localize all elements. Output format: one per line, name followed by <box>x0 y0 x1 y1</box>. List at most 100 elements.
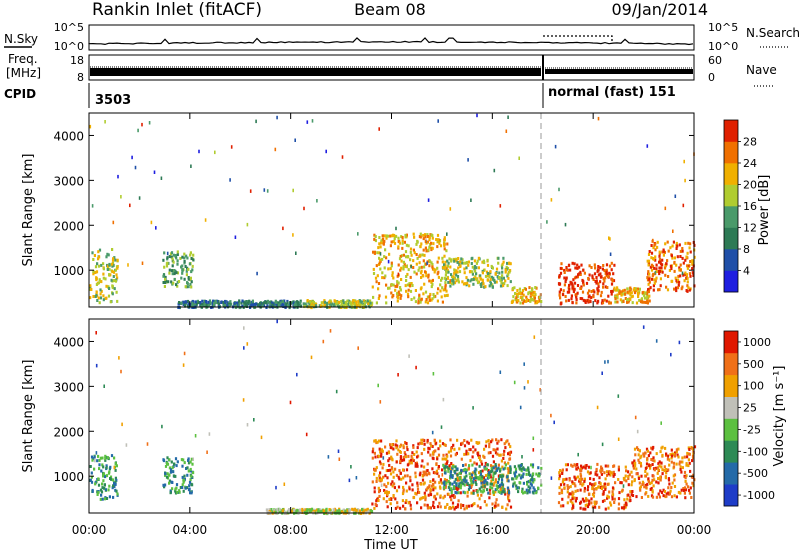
power-cell-7-188 <box>568 287 571 291</box>
velocity-cell-6-149 <box>631 494 635 497</box>
velocity-cell-4-263 <box>472 477 476 481</box>
velocity-speckle-69 <box>380 483 383 487</box>
power-cell-7-137 <box>590 290 593 293</box>
power-cell-7-49 <box>603 269 606 272</box>
power-cell-9-124 <box>648 272 651 276</box>
velocity-cell-4-250 <box>506 475 509 479</box>
velocity-cell-6-36 <box>671 481 674 485</box>
velocity-cell-4-10 <box>540 483 543 487</box>
power-cell-2-8 <box>222 303 225 307</box>
velocity-cell-3-384 <box>482 485 485 488</box>
power-cell-0-22 <box>100 289 103 293</box>
velocity-cell-0-57 <box>100 493 103 497</box>
power-cell-1-67 <box>187 277 190 281</box>
power-cell-4-278 <box>402 260 405 264</box>
velocity-cell-1-2 <box>187 461 191 465</box>
power-cell-3-99 <box>313 303 316 307</box>
velocity-cell-6-86 <box>665 494 668 498</box>
power-cell-4-243 <box>390 234 393 238</box>
power-speckle-74 <box>294 138 296 142</box>
velocity-cell-6-113 <box>668 492 671 496</box>
velocity-cell-4-76 <box>512 484 515 488</box>
power-cell-7-80 <box>583 271 586 275</box>
velocity-cell-3-230 <box>492 448 495 452</box>
power-cell-2-240 <box>229 300 232 304</box>
velocity-cell-6-169 <box>668 482 671 486</box>
velocity-cell-3-38 <box>409 503 412 507</box>
power-cell-4-35 <box>428 238 431 242</box>
velocity-cell-6-235 <box>670 460 673 464</box>
power-cell-6-54 <box>525 299 528 303</box>
noise-search-label: N.Search <box>746 26 800 40</box>
power-cell-0-50 <box>111 284 114 288</box>
velocity-speckle-38 <box>95 331 97 335</box>
velocity-cell-0-99 <box>101 497 104 501</box>
velocity-cell-3-515 <box>433 506 436 509</box>
power-cell-4-91 <box>425 241 428 245</box>
power-cell-4-333 <box>441 286 444 290</box>
velocity-cell-4-23 <box>459 486 462 490</box>
velocity-cell-2-164 <box>355 509 358 513</box>
velocity-cell-3-406 <box>378 494 381 498</box>
velocity-cell-4-286 <box>501 486 504 490</box>
velocity-cell-3-365 <box>411 488 414 492</box>
velocity-cell-4-217 <box>537 466 540 470</box>
velocity-cell-6-161 <box>665 471 668 475</box>
velocity-cell-6-201 <box>657 492 660 496</box>
power-cell-5-118 <box>452 280 455 284</box>
velocity-cell-5-129 <box>579 472 582 476</box>
velocity-cell-6-171 <box>659 450 662 454</box>
power-cell-2-131 <box>284 301 287 305</box>
velocity-cell-2-237 <box>344 509 347 513</box>
x-tick-label-2: 08:00 <box>273 523 308 537</box>
velocity-cell-4-121 <box>535 491 538 495</box>
power-cell-2-172 <box>296 301 300 305</box>
velocity-cell-4-153 <box>498 469 502 473</box>
velocity-cell-3-579 <box>414 475 417 479</box>
power-cell-4-17 <box>374 276 378 280</box>
power-cell-2-279 <box>277 301 280 305</box>
power-cell-5-33 <box>454 271 457 275</box>
velocity-cell-6-104 <box>683 470 687 474</box>
velocity-cell-5-235 <box>586 488 589 492</box>
velocity-cell-5-118 <box>581 497 584 501</box>
velocity-cell-3-377 <box>402 468 405 472</box>
velocity-cell-3-450 <box>488 496 491 500</box>
power-cell-7-150 <box>559 296 562 300</box>
velocity-cell-3-532 <box>426 438 429 442</box>
velocity-cell-6-147 <box>633 459 636 463</box>
power-cell-9-10 <box>677 274 680 278</box>
power-cell-9-130 <box>658 266 661 270</box>
velocity-cell-5-57 <box>607 495 610 499</box>
power-cell-2-235 <box>213 301 216 305</box>
velocity-colorbar-label-5: -100 <box>743 445 768 458</box>
velocity-cell-0-88 <box>96 493 99 496</box>
power-cell-8-2 <box>628 289 631 293</box>
power-cell-4-172 <box>379 245 382 249</box>
velocity-cell-0-89 <box>90 455 94 459</box>
power-cell-2-134 <box>266 303 269 307</box>
power-speckle-85 <box>684 178 686 183</box>
velocity-cell-3-325 <box>494 480 497 484</box>
power-cell-4-78 <box>377 282 381 285</box>
velocity-speckle-53 <box>527 380 529 384</box>
velocity-cell-6-238 <box>686 451 689 455</box>
velocity-speckle-89 <box>94 458 96 463</box>
velocity-colorbar-label-6: -500 <box>743 467 768 480</box>
power-cell-4-157 <box>442 288 445 292</box>
power-cell-7-75 <box>588 294 591 298</box>
velocity-cell-3-73 <box>394 497 397 501</box>
power-cell-3-40 <box>344 300 347 304</box>
power-cell-1-39 <box>170 269 174 273</box>
velocity-cell-6-35 <box>673 485 677 488</box>
power-cell-7-176 <box>592 295 595 299</box>
power-cell-0-32 <box>94 271 97 274</box>
velocity-cell-6-166 <box>682 489 686 492</box>
power-speckle-54 <box>311 119 314 123</box>
velocity-cell-3-125 <box>380 454 383 458</box>
power-cell-7-183 <box>581 290 585 294</box>
velocity-cell-0-76 <box>113 482 116 485</box>
power-cell-0-7 <box>102 262 105 266</box>
velocity-cell-3-519 <box>456 438 459 442</box>
power-speckle-72 <box>117 174 119 179</box>
